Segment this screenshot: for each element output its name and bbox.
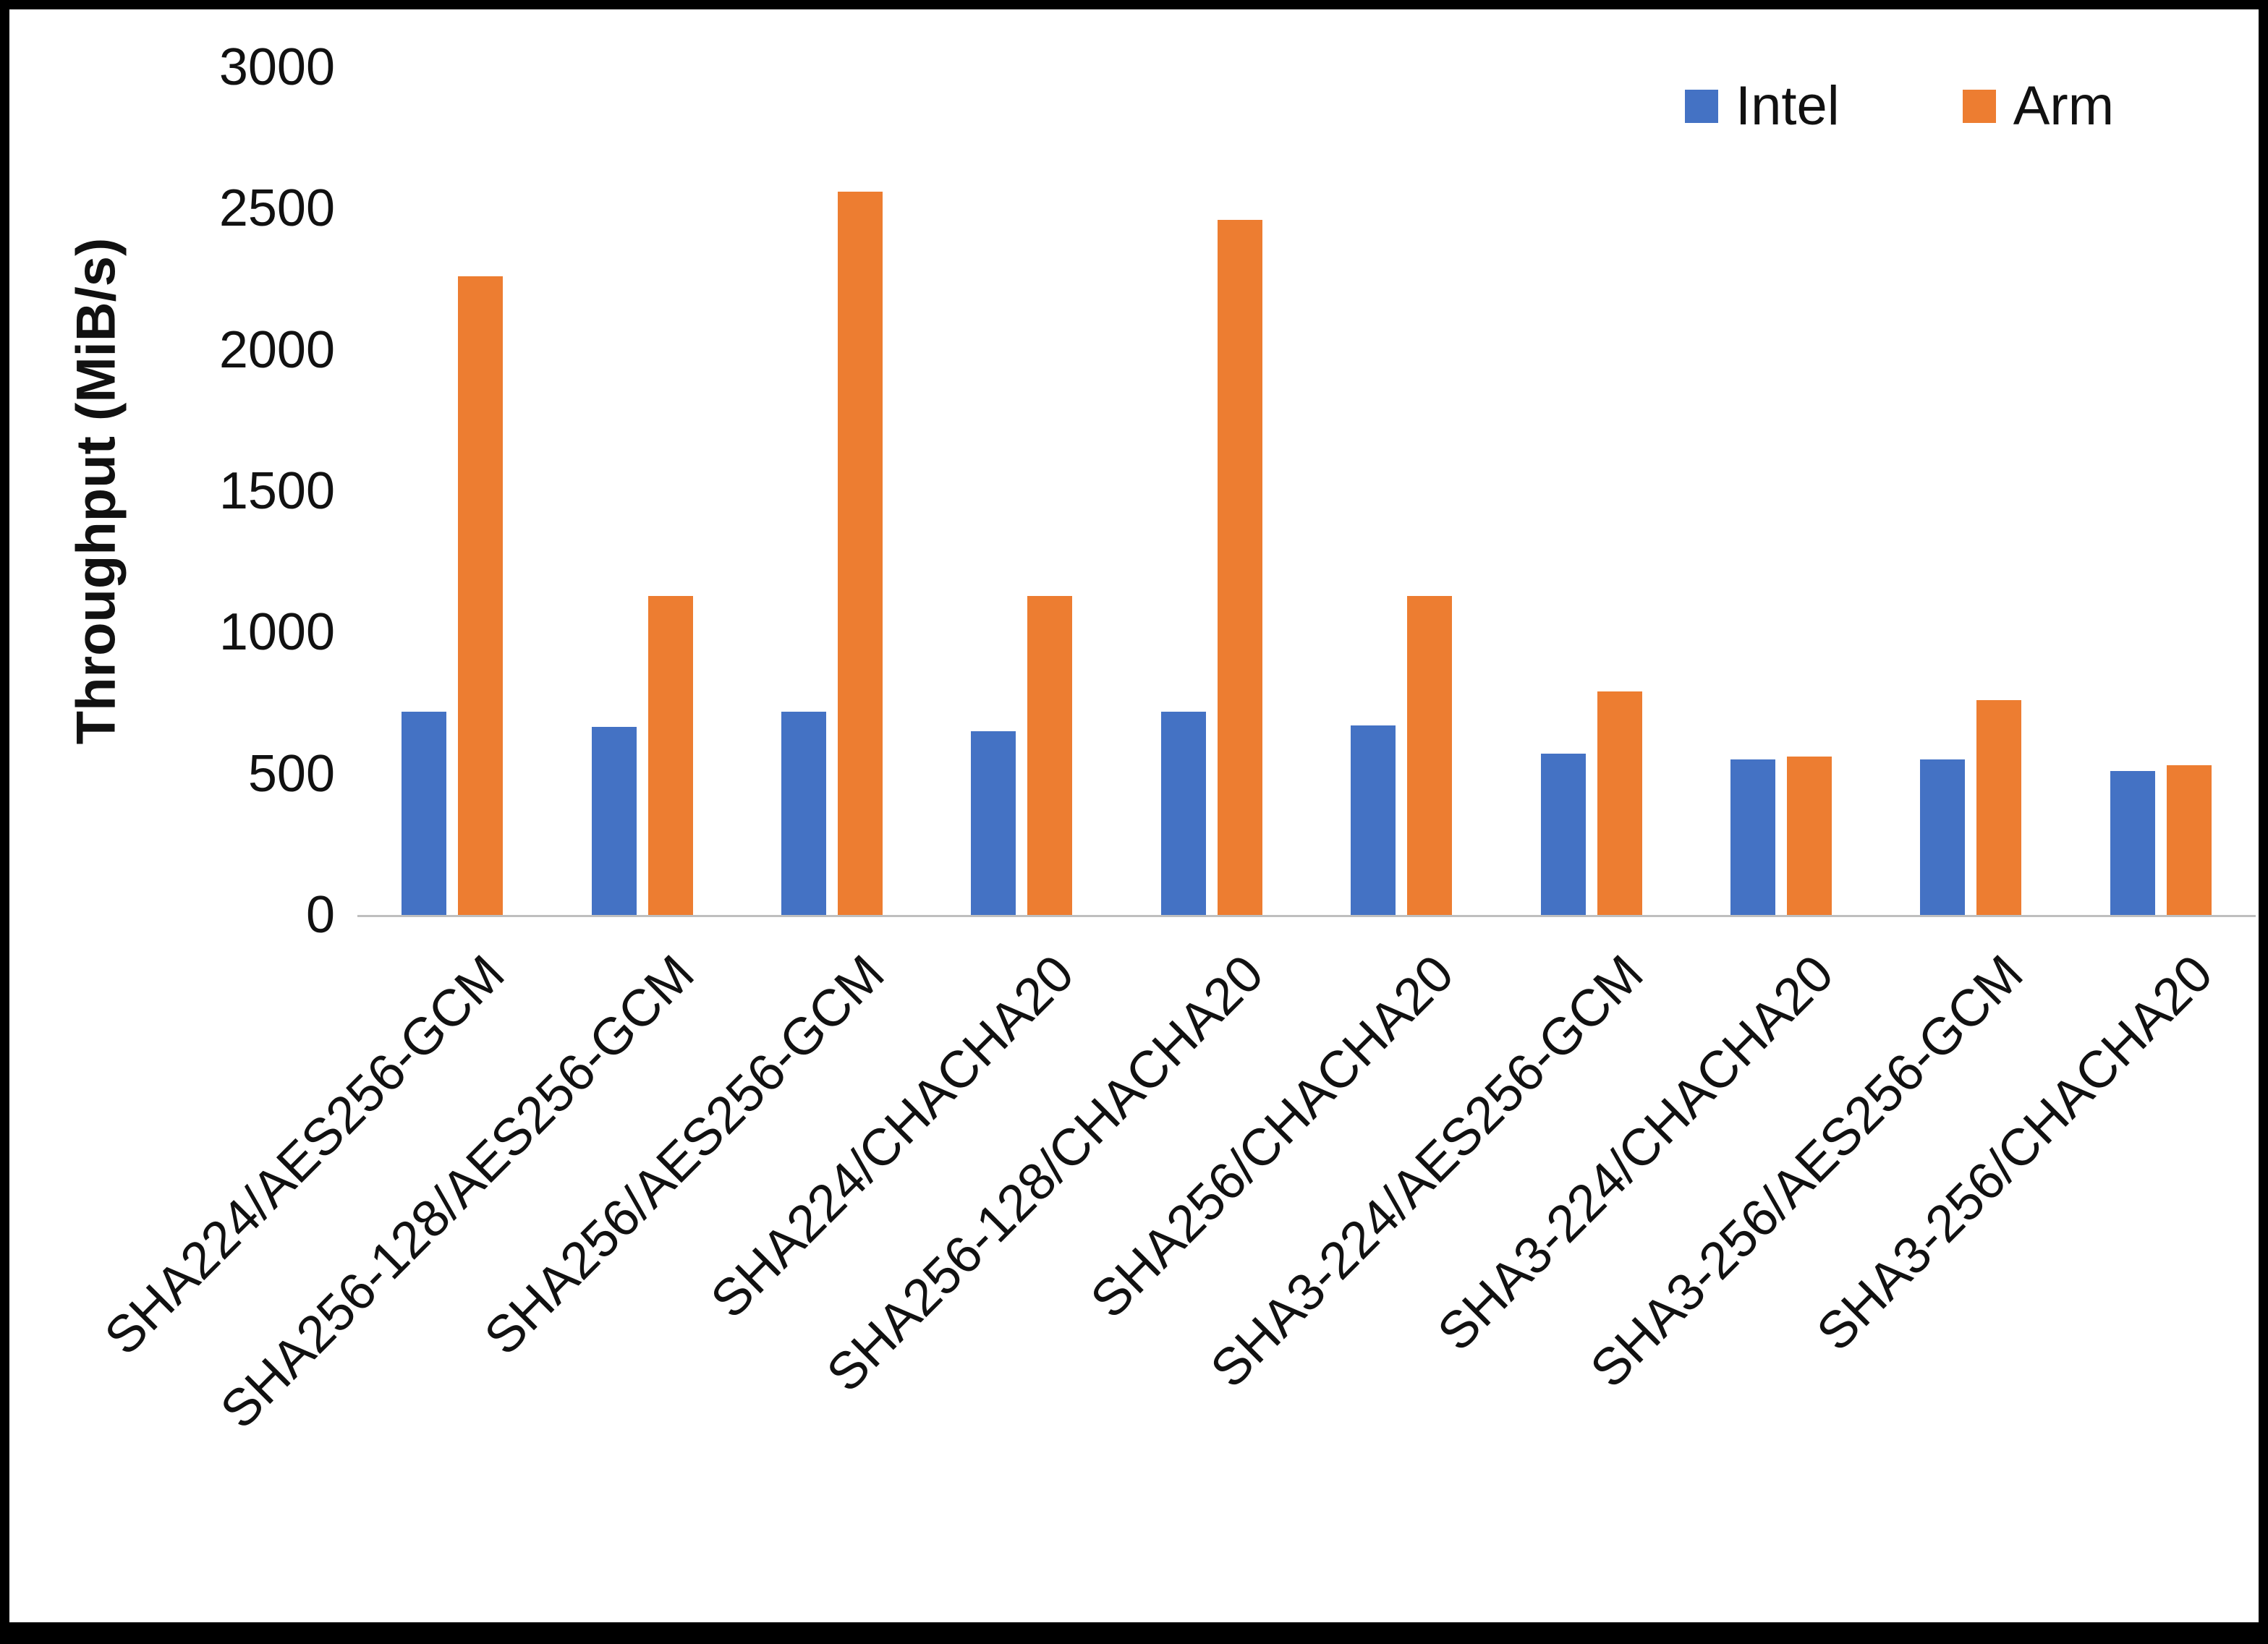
y-tick-label: 1000 bbox=[218, 603, 335, 662]
y-tick-label: 0 bbox=[305, 886, 335, 944]
bar-intel-9 bbox=[2110, 770, 2155, 915]
y-tick-label: 2500 bbox=[218, 179, 335, 238]
legend-swatch-intel bbox=[1685, 89, 1719, 123]
x-category-label: SHA256/CHACHA20 bbox=[1079, 944, 1465, 1329]
bar-intel-8 bbox=[1920, 759, 1966, 915]
bar-intel-1 bbox=[591, 727, 637, 915]
legend: Intel Arm bbox=[1685, 74, 2114, 137]
bar-arm-9 bbox=[2166, 764, 2212, 915]
legend-item-intel: Intel bbox=[1685, 74, 1840, 137]
y-tick-label: 2000 bbox=[218, 320, 335, 379]
bar-arm-0 bbox=[458, 276, 504, 915]
y-tick-label: 500 bbox=[247, 744, 335, 803]
y-tick-label: 3000 bbox=[218, 38, 335, 96]
bar-arm-4 bbox=[1217, 219, 1262, 915]
bar-intel-4 bbox=[1160, 711, 1206, 915]
bar-arm-8 bbox=[1976, 700, 2022, 915]
bar-intel-6 bbox=[1540, 754, 1586, 915]
bar-arm-7 bbox=[1787, 757, 1832, 915]
bar-arm-5 bbox=[1407, 595, 1453, 915]
bar-arm-6 bbox=[1597, 691, 1642, 915]
bar-intel-7 bbox=[1730, 759, 1775, 915]
bar-intel-3 bbox=[971, 731, 1016, 915]
x-category-label: SHA3-256/CHACHA20 bbox=[1806, 944, 2225, 1362]
legend-label-intel: Intel bbox=[1736, 75, 1840, 137]
bar-arm-2 bbox=[838, 191, 883, 915]
bar-intel-2 bbox=[781, 711, 826, 915]
bar-intel-0 bbox=[402, 711, 447, 915]
legend-item-arm: Arm bbox=[1962, 74, 2114, 137]
x-axis-line bbox=[357, 915, 2256, 917]
bar-arm-1 bbox=[647, 595, 693, 915]
x-category-label: SHA224/CHACHA20 bbox=[700, 944, 1085, 1329]
legend-label-arm: Arm bbox=[2013, 75, 2114, 137]
legend-swatch-arm bbox=[1962, 89, 1996, 123]
bar-intel-5 bbox=[1351, 725, 1396, 915]
y-tick-label: 1500 bbox=[218, 462, 335, 520]
bar-arm-3 bbox=[1027, 595, 1073, 915]
